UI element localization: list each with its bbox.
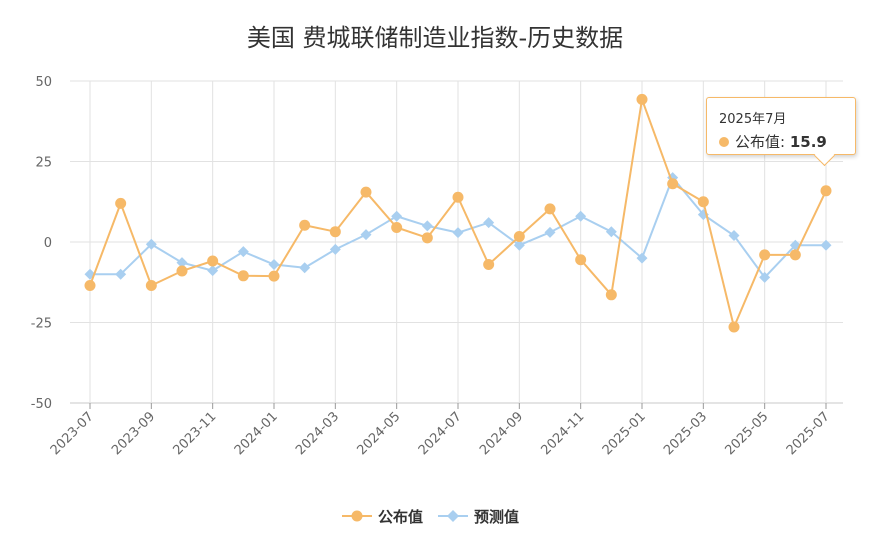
- series-published-point: [176, 265, 188, 277]
- x-tick-label: 2025-03: [661, 409, 710, 458]
- y-axis: -50 -25 0 25 50: [31, 75, 52, 412]
- series-published-point: [421, 232, 433, 244]
- series-published-point: [759, 249, 771, 261]
- series-published-point: [605, 289, 617, 301]
- series-published-point: [207, 255, 219, 267]
- series-forecast-point: [176, 257, 188, 269]
- series-forecast-point: [207, 265, 219, 277]
- x-tick-label: 2023-09: [109, 409, 158, 458]
- series-forecast-point: [299, 262, 311, 274]
- series-published-point: [268, 270, 280, 282]
- legend-item-published[interactable]: 公布值: [342, 508, 423, 526]
- series-forecast-point: [115, 268, 127, 280]
- series-published-point: [145, 279, 157, 291]
- series-published-point: [728, 321, 740, 333]
- x-tick-label: 2023-11: [170, 409, 219, 458]
- legend-forecast-label: 预测值: [474, 508, 519, 526]
- series-forecast-point: [544, 226, 556, 238]
- x-tick-label: 2024-05: [354, 409, 403, 458]
- series-published-point: [575, 254, 587, 266]
- y-tick-label: 25: [35, 156, 52, 171]
- series-published-point: [513, 231, 525, 243]
- x-tick-label: 2023-07: [48, 409, 97, 458]
- x-tick-label: 2025-07: [784, 409, 833, 458]
- legend-published-label: 公布值: [378, 508, 423, 526]
- series-published-point: [667, 178, 679, 190]
- series-published-point: [820, 185, 832, 197]
- chart-title: 美国 费城联储制造业指数-历史数据: [247, 24, 623, 52]
- tooltip-title: 2025年7月: [719, 112, 787, 127]
- series-layer: [84, 93, 832, 333]
- legend[interactable]: 公布值 预测值: [342, 508, 519, 526]
- x-tick-label: 2024-09: [477, 409, 526, 458]
- series-forecast-point: [391, 210, 403, 222]
- series-published-point: [329, 226, 341, 238]
- series-forecast-point: [605, 226, 617, 238]
- tooltip-value: 15.9: [789, 133, 827, 151]
- series-published-point: [697, 196, 709, 208]
- series-forecast-point: [483, 217, 495, 229]
- series-forecast-point: [360, 229, 372, 241]
- series-forecast-point: [728, 230, 740, 242]
- legend-forecast-marker: [447, 510, 459, 522]
- x-tick-label: 2024-03: [293, 409, 342, 458]
- series-forecast-point: [759, 271, 771, 283]
- y-tick-label: 50: [35, 75, 52, 90]
- legend-item-forecast[interactable]: 预测值: [438, 508, 519, 526]
- series-forecast-point: [452, 227, 464, 239]
- y-tick-label: -50: [31, 397, 52, 412]
- series-published-point: [483, 259, 495, 271]
- series-published-point: [115, 197, 127, 209]
- x-tick-label: 2024-01: [232, 409, 281, 458]
- series-published-point: [452, 191, 464, 203]
- x-tick-label: 2025-05: [722, 409, 771, 458]
- series-published-point: [544, 203, 556, 215]
- series-published-point: [391, 222, 403, 234]
- x-tick-label: 2025-01: [600, 409, 649, 458]
- x-axis: 2023-07 2023-09 2023-11 2024-01 2024-03 2024-…: [48, 403, 833, 458]
- series-forecast-point: [820, 239, 832, 251]
- series-forecast-point: [237, 246, 249, 258]
- series-published-point: [789, 249, 801, 261]
- series-forecast-point: [329, 243, 341, 255]
- series-published-point: [360, 186, 372, 198]
- tooltip-dot-icon: [719, 137, 729, 147]
- series-published-point: [299, 219, 311, 231]
- series-published-point: [84, 279, 96, 291]
- series-forecast-point: [421, 220, 433, 232]
- series-published-point: [636, 93, 648, 105]
- legend-published-marker: [351, 510, 363, 522]
- series-forecast-point: [268, 259, 280, 271]
- tooltip: 2025年7月 公布值: 15.9: [706, 97, 856, 167]
- tooltip-colon: :: [780, 133, 790, 151]
- tooltip-row: 公布值: 15.9: [719, 131, 827, 152]
- y-tick-label: -25: [31, 317, 52, 332]
- tooltip-series-label: 公布值: [735, 133, 781, 151]
- series-forecast-point: [145, 238, 157, 250]
- series-forecast-point: [636, 252, 648, 264]
- series-forecast-point: [513, 239, 525, 251]
- y-tick-label: 0: [44, 236, 52, 251]
- series-published-point: [237, 270, 249, 282]
- series-forecast-point: [575, 210, 587, 222]
- x-tick-label: 2024-07: [416, 409, 465, 458]
- x-tick-label: 2024-11: [538, 409, 587, 458]
